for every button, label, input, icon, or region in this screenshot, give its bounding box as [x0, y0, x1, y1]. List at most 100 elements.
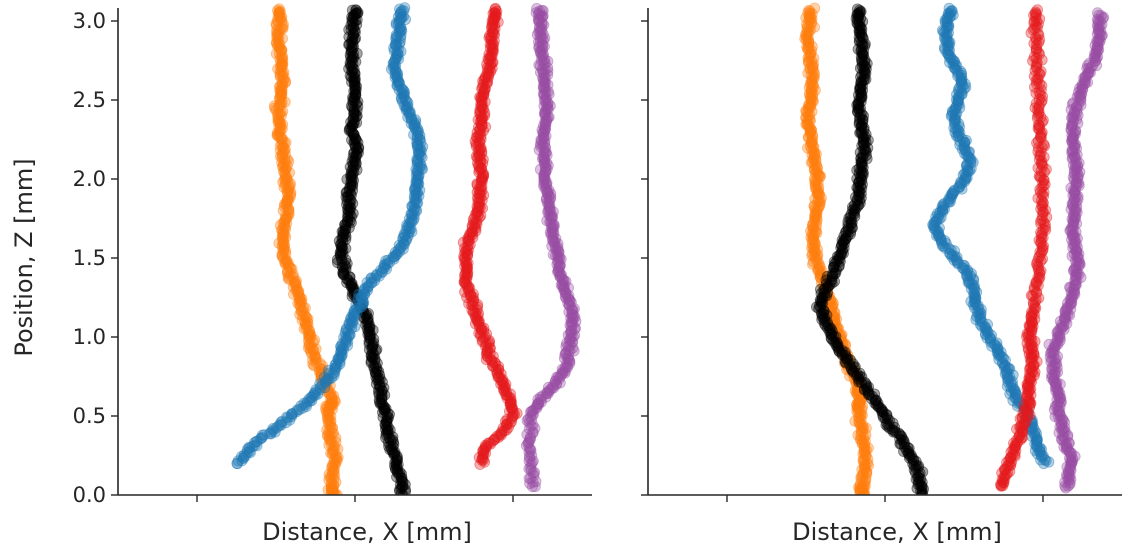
data-point [405, 216, 417, 228]
data-point [316, 379, 328, 391]
data-point [336, 338, 348, 350]
data-point [278, 200, 290, 213]
data-point [344, 70, 356, 82]
data-point [326, 487, 338, 495]
data-point [295, 301, 307, 313]
data-point [354, 300, 366, 313]
data-point [348, 9, 360, 22]
data-point [380, 255, 392, 267]
data-point [345, 278, 357, 290]
data-point [325, 397, 337, 409]
data-point [318, 367, 330, 379]
series-4 [1043, 7, 1110, 494]
data-point [389, 460, 401, 472]
data-point [319, 376, 332, 388]
data-point [395, 468, 407, 480]
data-point [278, 144, 290, 156]
data-point [366, 342, 378, 355]
data-point [336, 226, 348, 238]
data-point [348, 107, 360, 119]
data-point [280, 256, 292, 268]
data-point [378, 259, 390, 271]
data-point [349, 7, 362, 20]
data-point [278, 244, 290, 256]
data-point [310, 384, 322, 396]
data-point [369, 360, 382, 372]
data-point [1092, 7, 1104, 19]
data-point [368, 362, 380, 374]
data-point [394, 242, 406, 254]
data-point [267, 424, 279, 436]
data-point [350, 299, 362, 311]
data-point [321, 430, 334, 442]
data-point [328, 464, 340, 476]
data-point [326, 390, 338, 403]
data-point [349, 72, 361, 84]
data-point [348, 33, 360, 45]
data-point [305, 330, 317, 342]
data-point [272, 130, 284, 142]
data-point [382, 421, 394, 433]
data-point [264, 427, 276, 439]
data-point [366, 341, 378, 354]
data-point [355, 301, 367, 313]
data-point [278, 154, 290, 166]
data-point [347, 50, 359, 62]
data-point [287, 268, 299, 280]
data-point [343, 123, 356, 135]
data-point [343, 184, 356, 196]
data-point [351, 287, 363, 300]
data-point [382, 436, 394, 448]
data-point [271, 24, 283, 36]
data-point [345, 171, 357, 183]
series-4 [520, 3, 582, 493]
data-point [282, 203, 295, 215]
data-point [409, 183, 421, 195]
data-point [374, 264, 387, 276]
data-point [326, 465, 338, 477]
data-point [278, 72, 290, 84]
data-point [395, 474, 407, 487]
data-point [327, 461, 339, 474]
data-point [406, 210, 418, 222]
data-point [404, 217, 416, 229]
data-point [326, 461, 338, 473]
data-point [284, 180, 296, 192]
data-point [380, 421, 393, 433]
data-point [350, 292, 362, 304]
data-point [280, 172, 293, 184]
data-point [384, 443, 396, 456]
data-point [294, 296, 306, 308]
data-point [327, 479, 340, 491]
data-point [287, 288, 300, 300]
data-point [326, 488, 338, 495]
data-point [276, 241, 288, 253]
data-point [276, 78, 289, 90]
data-point [276, 77, 288, 89]
data-point [290, 280, 302, 292]
data-point [410, 193, 423, 205]
data-point [330, 436, 342, 448]
data-point [337, 269, 350, 281]
data-point [282, 175, 294, 187]
data-point [339, 224, 351, 236]
data-point [276, 51, 288, 64]
data-point [340, 220, 352, 232]
data-point [292, 289, 305, 301]
data-point [374, 398, 386, 410]
data-point [275, 13, 287, 25]
data-point [345, 71, 358, 83]
data-point [279, 168, 291, 180]
data-point [323, 408, 335, 420]
data-point [277, 217, 289, 229]
data-point [351, 145, 363, 157]
data-point [400, 234, 412, 246]
data-point [337, 231, 349, 243]
data-point [283, 273, 296, 285]
data-point [373, 374, 385, 386]
data-point [347, 112, 360, 124]
data-point [298, 323, 310, 335]
data-point [346, 174, 358, 186]
data-point [347, 58, 359, 70]
data-point [384, 424, 396, 436]
